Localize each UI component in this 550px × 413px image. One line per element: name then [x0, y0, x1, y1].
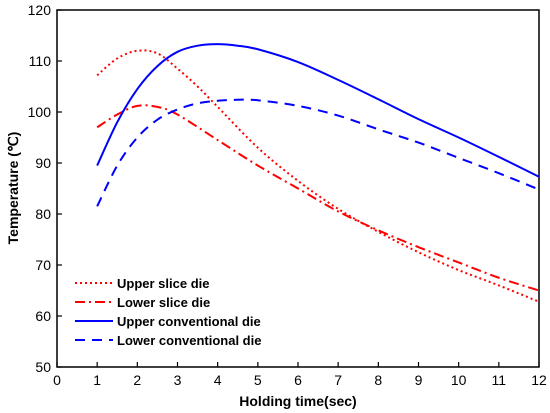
x-tick-label: 8	[374, 372, 382, 388]
series-layer	[96, 43, 540, 303]
y-tick-label: 120	[28, 2, 52, 18]
y-tick-label: 50	[35, 359, 51, 375]
x-tick-label: 4	[214, 372, 222, 388]
y-tick-label: 100	[28, 104, 52, 120]
y-tick-label: 90	[35, 155, 51, 171]
series-line-2	[96, 43, 540, 178]
y-axis: 50 60 70 80 90 100 110 120	[28, 2, 62, 375]
x-tick-label: 9	[415, 372, 423, 388]
x-axis-title: Holding time(sec)	[239, 393, 356, 409]
x-tick-label: 5	[254, 372, 262, 388]
y-tick-label: 80	[35, 206, 51, 222]
x-tick-label: 11	[492, 372, 507, 388]
x-tick-label: 10	[451, 372, 467, 388]
legend-label: Upper slice die	[117, 276, 209, 291]
legend-label: Upper conventional die	[117, 314, 261, 329]
series-line-1	[96, 104, 540, 292]
y-tick-label: 70	[35, 257, 51, 273]
x-tick-label: 6	[294, 372, 302, 388]
series-line-3	[96, 98, 540, 207]
x-tick-label: 12	[531, 372, 547, 388]
legend: Upper slice die Lower slice die Upper conv…	[75, 276, 261, 348]
x-tick-label: 0	[53, 372, 61, 388]
series-line-0	[96, 49, 540, 303]
y-tick-label: 60	[35, 308, 51, 324]
x-tick-label: 2	[133, 372, 141, 388]
y-tick-label: 110	[29, 53, 52, 69]
x-tick-label: 3	[174, 372, 182, 388]
x-tick-label: 1	[93, 372, 101, 388]
y-axis-title: Temperature (℃)	[5, 132, 21, 245]
legend-label: Lower slice die	[117, 295, 210, 310]
x-tick-label: 7	[334, 372, 342, 388]
x-axis: 0 1 2 3 4 5 6 7 8 9 10 11 12	[53, 362, 547, 388]
legend-label: Lower conventional die	[117, 333, 261, 348]
